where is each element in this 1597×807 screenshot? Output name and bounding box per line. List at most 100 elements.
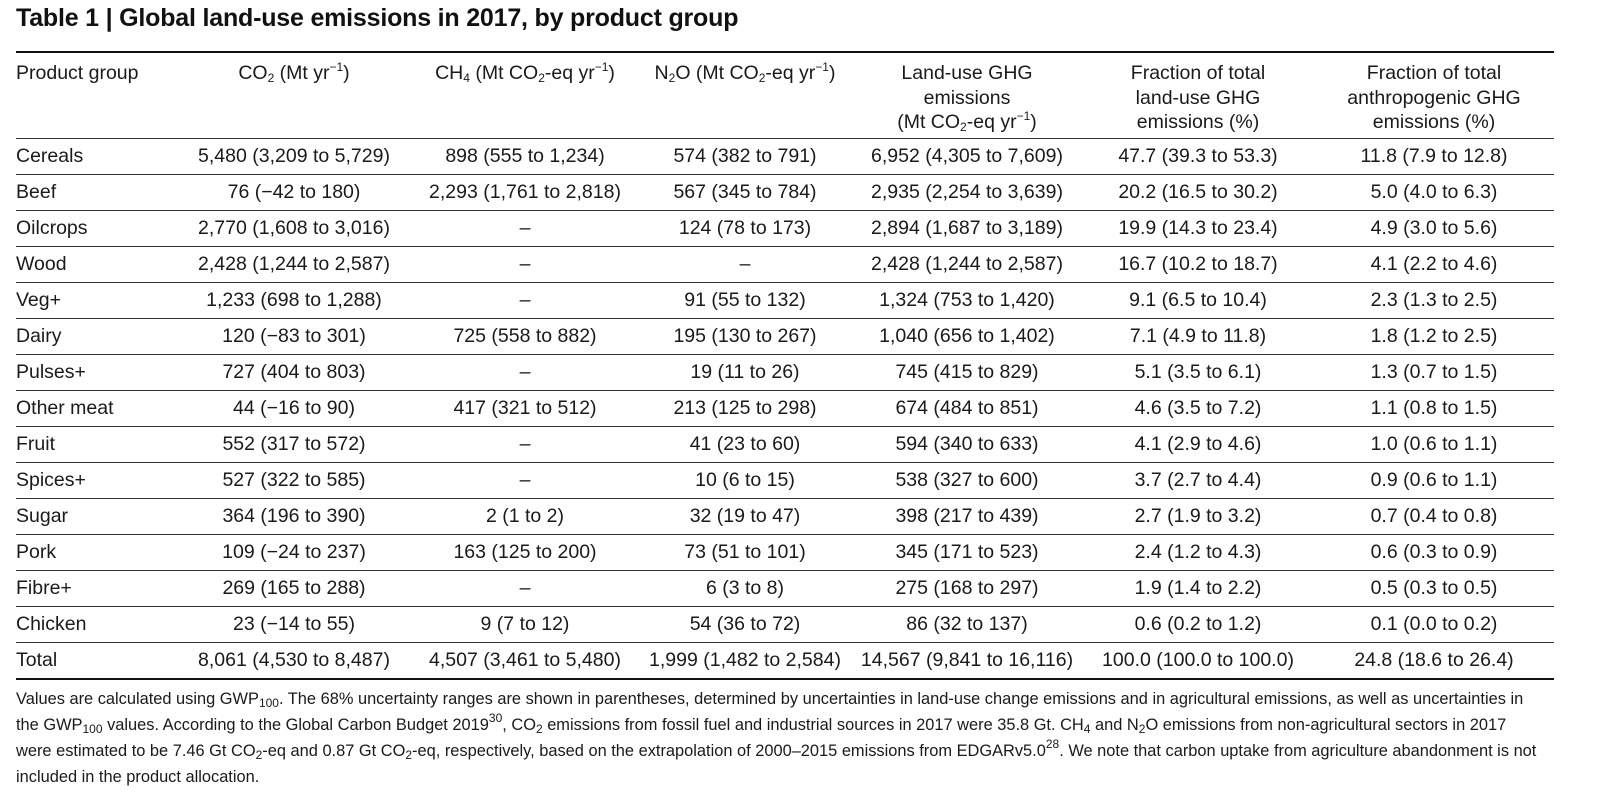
fraction-land-use-cell: 9.1 (6.5 to 10.4) bbox=[1082, 282, 1314, 319]
co2-cell: 727 (404 to 803) bbox=[176, 354, 412, 391]
table-row: Veg+ 1,233 (698 to 1,288) –91 (55 to 132) 1… bbox=[16, 282, 1554, 319]
table-row: Sugar 364 (196 to 390) 2 (1 to 2) 32 (19 to… bbox=[16, 498, 1554, 535]
table-footnote: Values are calculated using GWP100. The … bbox=[16, 690, 1537, 786]
ch4-cell: 163 (125 to 200) bbox=[412, 534, 638, 571]
n2o-cell: 10 (6 to 15) bbox=[638, 462, 852, 499]
co2-cell: 527 (322 to 585) bbox=[176, 462, 412, 499]
co2-cell: 2,428 (1,244 to 2,587) bbox=[176, 246, 412, 283]
ch4-cell: – bbox=[412, 210, 638, 247]
ghg-cell: 86 (32 to 137) bbox=[852, 606, 1082, 643]
ghg-cell: 345 (171 to 523) bbox=[852, 534, 1082, 571]
fraction-land-use-cell: 19.9 (14.3 to 23.4) bbox=[1082, 210, 1314, 247]
ch4-cell: – bbox=[412, 426, 638, 463]
table-row: Dairy 120 (−83 to 301) 725 (558 to 882) 195… bbox=[16, 318, 1554, 355]
table-row: Other meat 44 (−16 to 90) 417 (321 to 512)… bbox=[16, 390, 1554, 427]
co2-cell: 23 (−14 to 55) bbox=[176, 606, 412, 643]
co2-cell: 8,061 (4,530 to 8,487) bbox=[176, 642, 412, 680]
n2o-cell: 195 (130 to 267) bbox=[638, 318, 852, 355]
product-group-cell: Chicken bbox=[16, 606, 176, 643]
fraction-land-use-cell: 4.1 (2.9 to 4.6) bbox=[1082, 426, 1314, 463]
co2-cell: 5,480 (3,209 to 5,729) bbox=[176, 138, 412, 175]
ghg-cell: 2,935 (2,254 to 3,639) bbox=[852, 174, 1082, 211]
ch4-cell: 4,507 (3,461 to 5,480) bbox=[412, 642, 638, 680]
ghg-cell: 2,894 (1,687 to 3,189) bbox=[852, 210, 1082, 247]
fraction-anthropogenic-cell: 0.6 (0.3 to 0.9) bbox=[1314, 534, 1554, 571]
fraction-anthropogenic-cell: 0.1 (0.0 to 0.2) bbox=[1314, 606, 1554, 643]
ghg-cell: 14,567 (9,841 to 16,116) bbox=[852, 642, 1082, 680]
fraction-anthropogenic-cell: 4.1 (2.2 to 4.6) bbox=[1314, 246, 1554, 283]
fraction-anthropogenic-cell: 4.9 (3.0 to 5.6) bbox=[1314, 210, 1554, 247]
fraction-land-use-cell: 3.7 (2.7 to 4.4) bbox=[1082, 462, 1314, 499]
table-row: Cereals 5,480 (3,209 to 5,729) 898 (555 to… bbox=[16, 138, 1554, 175]
header-ch4: CH4 (Mt CO2-eq yr−1) bbox=[412, 53, 638, 139]
product-group-cell: Veg+ bbox=[16, 282, 176, 319]
n2o-cell: 91 (55 to 132) bbox=[638, 282, 852, 319]
ch4-cell: – bbox=[412, 462, 638, 499]
ch4-cell: – bbox=[412, 354, 638, 391]
fraction-anthropogenic-cell: 1.0 (0.6 to 1.1) bbox=[1314, 426, 1554, 463]
header-co2: CO2 (Mt yr−1) bbox=[176, 53, 412, 139]
n2o-cell: 567 (345 to 784) bbox=[638, 174, 852, 211]
fraction-land-use-cell: 1.9 (1.4 to 2.2) bbox=[1082, 570, 1314, 607]
ch4-cell: – bbox=[412, 570, 638, 607]
fraction-land-use-cell: 20.2 (16.5 to 30.2) bbox=[1082, 174, 1314, 211]
ch4-cell: 898 (555 to 1,234) bbox=[412, 138, 638, 175]
product-group-cell: Wood bbox=[16, 246, 176, 283]
header-product-group: Product group bbox=[16, 53, 176, 139]
product-group-cell: Cereals bbox=[16, 138, 176, 175]
header-row: Product group CO2 (Mt yr−1) CH4 (Mt CO2-… bbox=[16, 53, 1554, 139]
n2o-cell: 73 (51 to 101) bbox=[638, 534, 852, 571]
fraction-anthropogenic-cell: 11.8 (7.9 to 12.8) bbox=[1314, 138, 1554, 175]
n2o-cell: 1,999 (1,482 to 2,584) bbox=[638, 642, 852, 680]
product-group-cell: Oilcrops bbox=[16, 210, 176, 247]
header-land-use-ghg: Land-use GHG emissions (Mt CO2-eq yr−1) bbox=[852, 53, 1082, 139]
n2o-cell: 213 (125 to 298) bbox=[638, 390, 852, 427]
ch4-cell: 9 (7 to 12) bbox=[412, 606, 638, 643]
fraction-anthropogenic-cell: 0.9 (0.6 to 1.1) bbox=[1314, 462, 1554, 499]
n2o-cell: 124 (78 to 173) bbox=[638, 210, 852, 247]
fraction-land-use-cell: 100.0 (100.0 to 100.0) bbox=[1082, 642, 1314, 680]
table-row: Chicken 23 (−14 to 55) 9 (7 to 12) 54 (36 t… bbox=[16, 606, 1554, 643]
co2-cell: 364 (196 to 390) bbox=[176, 498, 412, 535]
co2-cell: 44 (−16 to 90) bbox=[176, 390, 412, 427]
header-n2o: N2O (Mt CO2-eq yr−1) bbox=[638, 53, 852, 139]
ghg-cell: 745 (415 to 829) bbox=[852, 354, 1082, 391]
ch4-cell: 2,293 (1,761 to 2,818) bbox=[412, 174, 638, 211]
n2o-cell: 574 (382 to 791) bbox=[638, 138, 852, 175]
fraction-anthropogenic-cell: 5.0 (4.0 to 6.3) bbox=[1314, 174, 1554, 211]
co2-cell: 120 (−83 to 301) bbox=[176, 318, 412, 355]
n2o-cell: 54 (36 to 72) bbox=[638, 606, 852, 643]
ghg-cell: 2,428 (1,244 to 2,587) bbox=[852, 246, 1082, 283]
fraction-anthropogenic-cell: 2.3 (1.3 to 2.5) bbox=[1314, 282, 1554, 319]
fraction-anthropogenic-cell: 1.1 (0.8 to 1.5) bbox=[1314, 390, 1554, 427]
table-row: Pulses+ 727 (404 to 803) –19 (11 to 26) 745… bbox=[16, 354, 1554, 391]
fraction-anthropogenic-cell: 1.3 (0.7 to 1.5) bbox=[1314, 354, 1554, 391]
product-group-cell: Dairy bbox=[16, 318, 176, 355]
n2o-cell: 6 (3 to 8) bbox=[638, 570, 852, 607]
table-row: Wood 2,428 (1,244 to 2,587) – –2,428 (1,244… bbox=[16, 246, 1554, 283]
n2o-cell: – bbox=[638, 246, 852, 283]
fraction-land-use-cell: 16.7 (10.2 to 18.7) bbox=[1082, 246, 1314, 283]
n2o-cell: 19 (11 to 26) bbox=[638, 354, 852, 391]
co2-cell: 109 (−24 to 237) bbox=[176, 534, 412, 571]
product-group-cell: Fibre+ bbox=[16, 570, 176, 607]
fraction-land-use-cell: 2.7 (1.9 to 3.2) bbox=[1082, 498, 1314, 535]
table-row: Fibre+ 269 (165 to 288) –6 (3 to 8) 275 (16… bbox=[16, 570, 1554, 607]
ch4-cell: 2 (1 to 2) bbox=[412, 498, 638, 535]
emissions-table: Product group CO2 (Mt yr−1) CH4 (Mt CO2-… bbox=[16, 53, 1554, 680]
table-row: Oilcrops 2,770 (1,608 to 3,016) –124 (78 t… bbox=[16, 210, 1554, 247]
fraction-anthropogenic-cell: 24.8 (18.6 to 26.4) bbox=[1314, 642, 1554, 680]
ch4-cell: 417 (321 to 512) bbox=[412, 390, 638, 427]
product-group-cell: Pork bbox=[16, 534, 176, 571]
table-row: Spices+ 527 (322 to 585) –10 (6 to 15) 538 … bbox=[16, 462, 1554, 499]
ch4-cell: – bbox=[412, 282, 638, 319]
fraction-anthropogenic-cell: 0.5 (0.3 to 0.5) bbox=[1314, 570, 1554, 607]
header-fraction-anthropogenic: Fraction of total anthropogenic GHG emissi… bbox=[1314, 53, 1554, 139]
product-group-cell: Spices+ bbox=[16, 462, 176, 499]
fraction-land-use-cell: 2.4 (1.2 to 4.3) bbox=[1082, 534, 1314, 571]
product-group-cell: Other meat bbox=[16, 390, 176, 427]
product-group-cell: Total bbox=[16, 642, 176, 680]
ghg-cell: 275 (168 to 297) bbox=[852, 570, 1082, 607]
ghg-cell: 594 (340 to 633) bbox=[852, 426, 1082, 463]
ch4-cell: 725 (558 to 882) bbox=[412, 318, 638, 355]
